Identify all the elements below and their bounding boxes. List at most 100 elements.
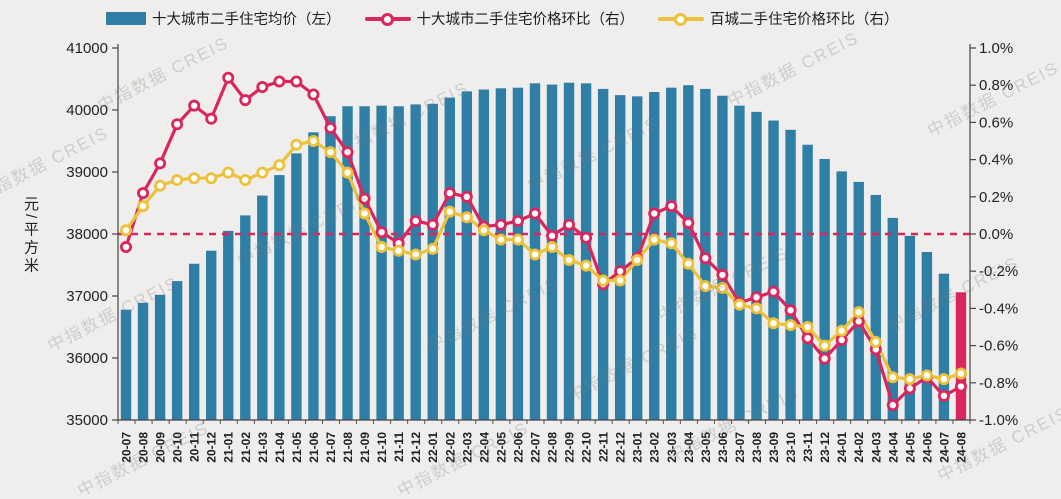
right-tick-label: -0.2% [979, 263, 1018, 280]
right-tick-label: -1.0% [979, 412, 1018, 429]
ten-city-marker-22-02 [443, 187, 456, 200]
x-tick-label-21-04: 21-04 [273, 432, 287, 463]
hundred-city-marker-21-12 [409, 248, 422, 261]
ten-city-marker-21-12 [409, 214, 422, 227]
bar-20-11 [188, 263, 200, 420]
ten-city-marker-24-07 [937, 389, 950, 402]
x-tick-label-21-09: 21-09 [358, 432, 372, 463]
bar-20-07 [120, 309, 132, 420]
bar-21-07 [325, 116, 336, 420]
hundred-city-marker-21-02 [239, 174, 252, 187]
x-tick-label-22-07: 22-07 [528, 432, 542, 463]
ten-city-marker-23-12 [818, 352, 831, 365]
bar-21-04 [274, 175, 285, 420]
x-tick-label-23-08: 23-08 [750, 432, 764, 463]
ten-city-marker-23-03 [665, 200, 678, 213]
ten-city-marker-24-08 [954, 380, 967, 393]
hundred-city-marker-20-08 [137, 200, 150, 213]
x-tick-label-22-06: 22-06 [511, 432, 525, 463]
ten-city-marker-21-05 [290, 75, 303, 88]
hundred-city-marker-20-09 [154, 179, 167, 192]
hundred-city-marker-20-07 [120, 224, 133, 237]
hundred-city-marker-24-05 [903, 373, 916, 386]
right-tick-label: 0.8% [979, 77, 1013, 94]
x-tick-label-22-12: 22-12 [614, 432, 628, 463]
hundred-city-marker-21-06 [307, 134, 320, 147]
bar-21-05 [291, 153, 302, 420]
x-tick-label-21-01: 21-01 [222, 432, 236, 463]
x-tick-label-23-06: 23-06 [716, 432, 730, 463]
x-tick-label-22-08: 22-08 [546, 432, 560, 463]
ten-city-mom-line [124, 76, 962, 407]
bar-23-08 [751, 111, 762, 421]
ten-city-marker-24-02 [852, 315, 865, 328]
x-tick-label-22-01: 22-01 [426, 432, 440, 463]
x-tick-label-20-12: 20-12 [205, 432, 219, 463]
bar-22-02 [444, 97, 455, 420]
x-tick-label-21-12: 21-12 [409, 432, 423, 463]
bar-22-11 [597, 88, 609, 421]
left-tick-label: 37000 [66, 288, 108, 305]
ten-city-marker-22-07 [528, 207, 541, 220]
hundred-city-marker-23-09 [767, 317, 780, 330]
bar-swatch-icon [106, 12, 146, 25]
x-tick-label-24-01: 24-01 [835, 432, 849, 463]
x-tick-label-24-04: 24-04 [886, 432, 900, 463]
x-tick-label-20-07: 20-07 [120, 432, 134, 463]
hundred-city-marker-23-06 [716, 281, 729, 294]
bar-24-02 [853, 181, 864, 420]
x-tick-label-20-08: 20-08 [137, 432, 151, 463]
ten-city-marker-21-06 [307, 88, 320, 101]
ten-city-marker-23-06 [716, 268, 729, 281]
x-tick-label-23-11: 23-11 [801, 432, 815, 462]
bar-21-11 [393, 106, 404, 420]
bar-21-02 [240, 215, 251, 420]
x-tick-label-23-03: 23-03 [665, 432, 679, 463]
ten-city-marker-22-05 [494, 218, 507, 231]
x-tick-label-21-10: 21-10 [375, 432, 389, 463]
hundred-city-marker-24-03 [869, 335, 882, 348]
x-tick-label-24-03: 24-03 [869, 432, 883, 463]
bar-22-12 [614, 95, 626, 421]
bar-24-04 [887, 217, 899, 420]
x-tick-label-22-11: 22-11 [597, 432, 611, 462]
left-tick-label: 39000 [66, 164, 108, 181]
x-tick-label-22-05: 22-05 [494, 432, 508, 463]
ten-city-marker-22-09 [563, 218, 576, 231]
hundred-city-marker-24-02 [852, 306, 865, 319]
bar-24-03 [870, 194, 881, 420]
bar-22-06 [512, 87, 524, 421]
x-tick-label-23-05: 23-05 [699, 432, 713, 463]
hundred-city-marker-21-07 [324, 146, 337, 159]
hundred-city-marker-23-05 [699, 280, 712, 293]
ten-city-marker-21-07 [324, 121, 337, 134]
hundred-city-marker-21-05 [290, 138, 303, 151]
legend-label: 十大城市二手住宅价格环比（右） [416, 12, 635, 28]
bar-24-08 [955, 292, 967, 420]
hundred-city-mom-line [124, 139, 962, 381]
bar-24-05 [904, 235, 916, 420]
ten-city-marker-20-08 [137, 187, 150, 200]
hundred-city-marker-22-02 [443, 205, 456, 218]
hundred-city-marker-24-07 [937, 373, 950, 386]
bar-22-09 [563, 82, 575, 420]
x-tick-label-22-04: 22-04 [477, 432, 491, 463]
hundred-city-marker-21-11 [392, 244, 405, 257]
hundred-city-marker-21-04 [273, 159, 286, 172]
hundred-city-marker-23-07 [733, 298, 746, 311]
hundred-city-marker-23-12 [818, 339, 831, 352]
ten-city-marker-22-10 [580, 231, 593, 244]
hundred-city-marker-21-10 [375, 241, 388, 254]
left-axis-title: 元/平方米 [22, 196, 39, 276]
right-tick-label: 1.0% [979, 40, 1013, 57]
right-tick-label: -0.8% [979, 375, 1018, 392]
ten-city-marker-23-08 [750, 291, 763, 304]
right-tick-label: 0.4% [979, 152, 1013, 169]
hundred-city-marker-23-02 [648, 233, 661, 246]
right-tick-label: 0.2% [979, 189, 1013, 206]
legend-item-ten-city-mom: 十大城市二手住宅价格环比（右） [364, 8, 635, 29]
hundred-city-marker-22-05 [494, 233, 507, 246]
bar-22-10 [580, 83, 592, 420]
ten-city-marker-20-09 [154, 157, 167, 170]
